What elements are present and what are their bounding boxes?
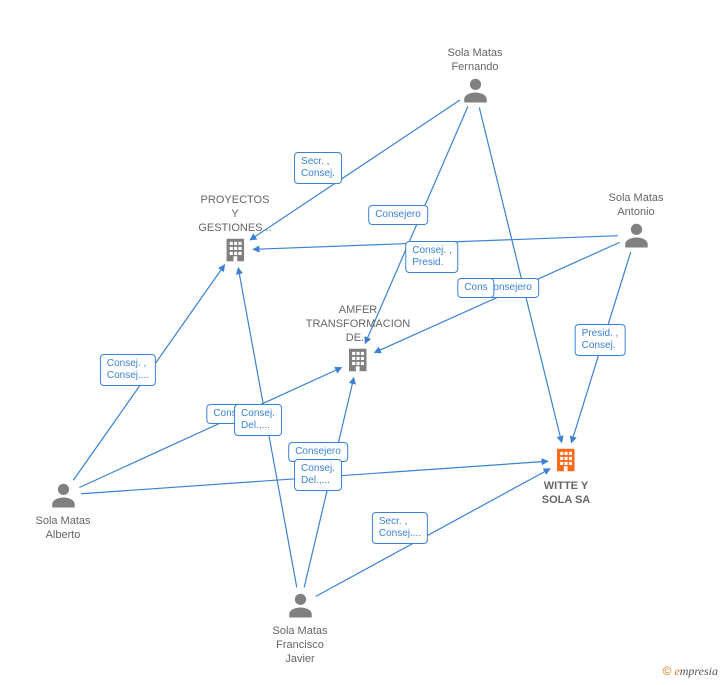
node-label: Sola Matas Alberto (35, 515, 90, 543)
copyright-symbol: © (663, 664, 672, 678)
person-icon (621, 220, 651, 250)
node-label: Sola Matas Fernando (447, 47, 502, 75)
person-icon (48, 480, 78, 510)
edge-label: Consej. Del.,... (234, 404, 282, 436)
node-javier: Sola Matas Francisco Javier (272, 590, 327, 666)
node-label: PROYECTOS Y GESTIONES... (198, 194, 271, 235)
node-alberto: Sola Matas Alberto (35, 480, 90, 543)
attribution: © empresia (663, 664, 718, 679)
node-label: AMFER TRANSFORMACION DE... (306, 304, 411, 345)
node-witte: WITTE Y SOLA SA (542, 445, 591, 508)
node-amfer: AMFER TRANSFORMACION DE... (306, 304, 411, 380)
edge (316, 469, 550, 597)
edge (479, 107, 561, 442)
person-icon (285, 590, 315, 620)
node-fernando: Sola Matas Fernando (447, 47, 502, 110)
person-icon (460, 75, 490, 105)
edge-label: Secr. , Consej.... (372, 512, 428, 544)
building-icon (551, 445, 581, 475)
node-label: WITTE Y SOLA SA (542, 480, 591, 508)
edge-label: Consej. , Presid. (405, 241, 458, 273)
building-icon (343, 345, 373, 375)
node-label: Sola Matas Antonio (608, 192, 663, 220)
edge-label: Consej. Del.,... (294, 459, 342, 491)
building-icon (220, 235, 250, 265)
brand-rest: mpresia (680, 664, 718, 678)
node-proyectos: PROYECTOS Y GESTIONES... (198, 194, 271, 270)
edge-label: Presid. , Consej. (575, 324, 626, 356)
network-diagram: Sola Matas Fernando Sola Matas Antonio S… (0, 0, 728, 685)
node-antonio: Sola Matas Antonio (608, 192, 663, 255)
node-label: Sola Matas Francisco Javier (272, 625, 327, 666)
edge-label: Secr. , Consej. (294, 152, 342, 184)
edge (250, 100, 460, 240)
edge-label: Cons (457, 278, 494, 298)
edge-label: Consej. , Consej.... (100, 354, 156, 386)
edge-label: Consejero (368, 205, 428, 225)
